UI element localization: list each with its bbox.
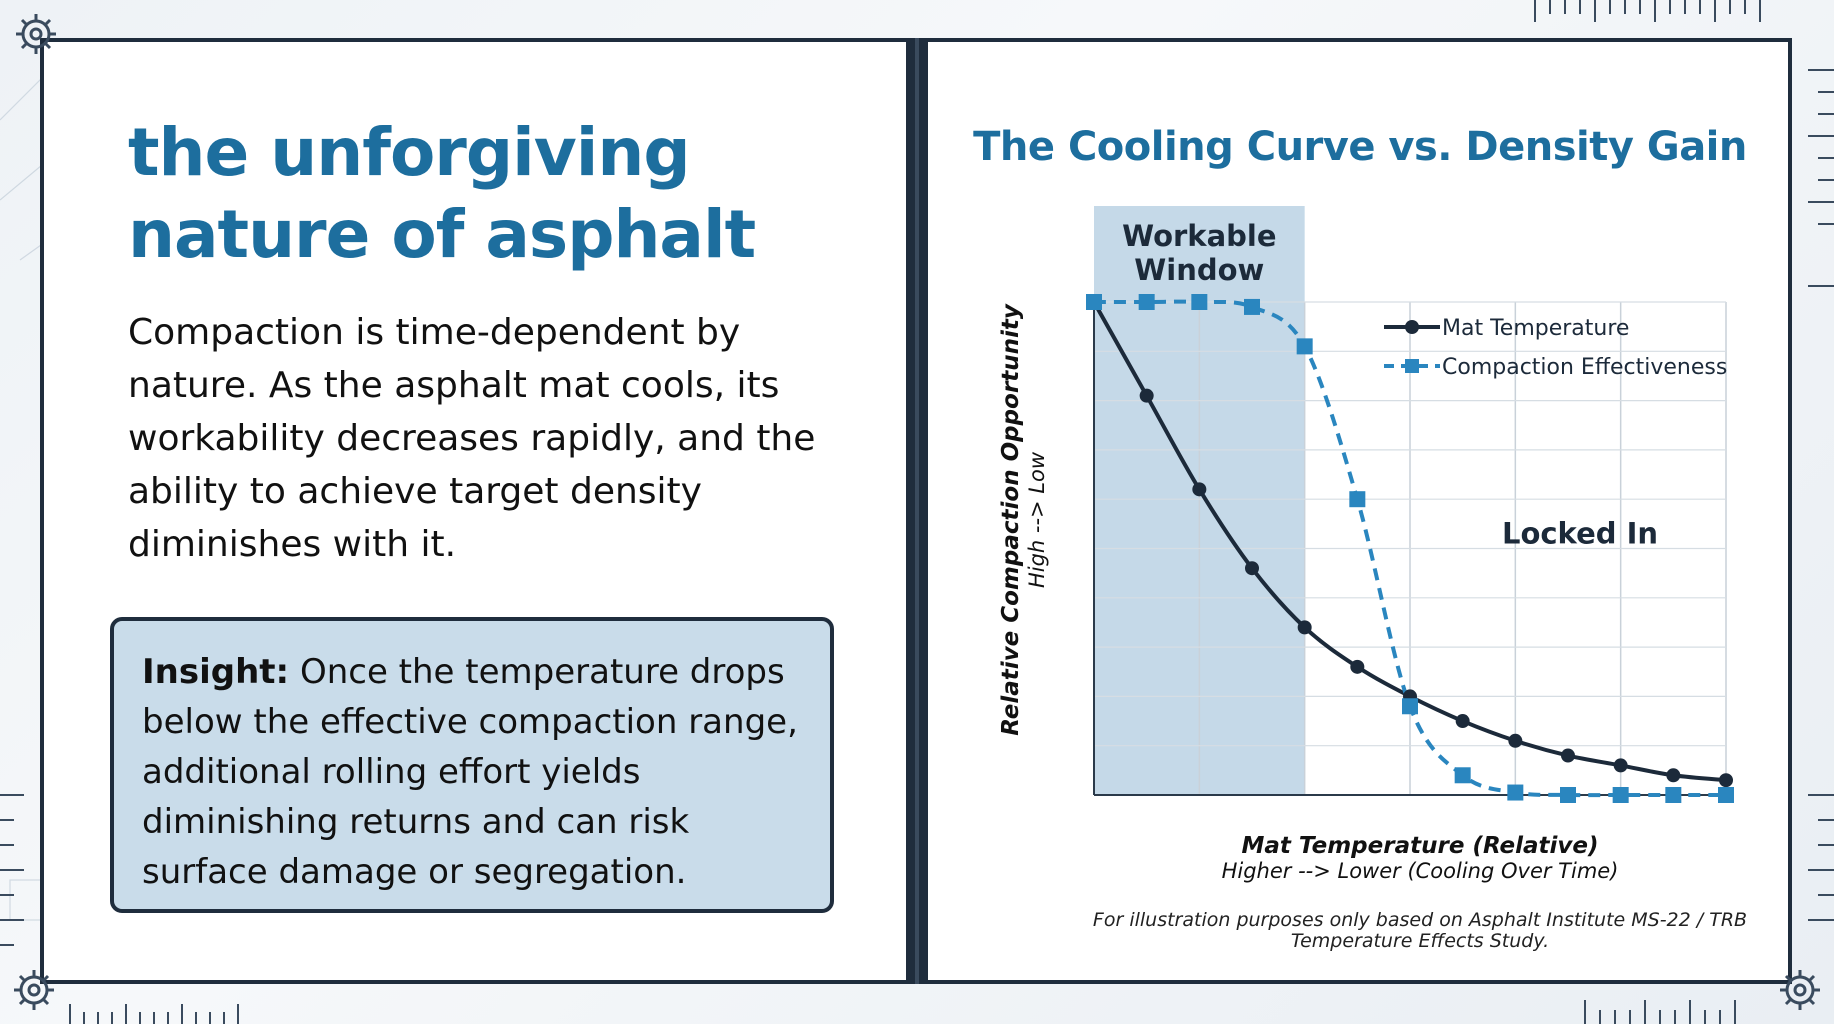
locked-in-label: Locked In bbox=[1502, 517, 1658, 551]
workable-window-label-line2: Window bbox=[1134, 253, 1264, 287]
data-point-compaction-effectiveness bbox=[1244, 298, 1260, 315]
data-point-compaction-effectiveness bbox=[1138, 294, 1155, 310]
data-point-mat-temperature bbox=[1561, 748, 1575, 763]
data-point-mat-temperature bbox=[1297, 620, 1312, 635]
data-point-mat-temperature bbox=[1245, 561, 1259, 576]
title-line-2: nature of asphalt bbox=[128, 196, 756, 273]
insight-label: Insight: bbox=[142, 652, 290, 692]
workable-window-label-line1: Workable bbox=[1122, 219, 1276, 253]
data-point-compaction-effectiveness bbox=[1402, 698, 1418, 715]
data-point-compaction-effectiveness bbox=[1296, 338, 1313, 355]
x-axis-sublabel: Higher --> Lower (Cooling Over Time) bbox=[1222, 859, 1619, 883]
x-axis-label: Mat Temperature (Relative) bbox=[1241, 833, 1598, 859]
gear-icon bbox=[14, 970, 54, 1010]
series-line-compaction-effectiveness bbox=[1094, 299, 1726, 798]
legend-marker-circle bbox=[1405, 320, 1419, 334]
data-point-compaction-effectiveness bbox=[1612, 787, 1629, 803]
title-line-1: the unforgiving bbox=[128, 114, 691, 191]
chart-title: The Cooling Curve vs. Density Gain bbox=[973, 124, 1747, 170]
caption-line-2: Temperature Effects Study. bbox=[1290, 930, 1550, 952]
gear-icon bbox=[1780, 970, 1820, 1010]
data-point-compaction-effectiveness bbox=[1349, 491, 1366, 508]
data-point-mat-temperature bbox=[1350, 659, 1365, 674]
y-axis-sublabel: High --> Low bbox=[1025, 451, 1049, 588]
insight-body: Once the temperature drops below the eff… bbox=[142, 652, 798, 892]
data-point-mat-temperature bbox=[1719, 773, 1733, 788]
data-point-compaction-effectiveness bbox=[1665, 787, 1682, 803]
data-point-compaction-effectiveness bbox=[1191, 294, 1208, 310]
panel-divider bbox=[906, 38, 928, 984]
data-point-mat-temperature bbox=[1666, 768, 1681, 783]
data-point-compaction-effectiveness bbox=[1454, 767, 1471, 784]
data-point-mat-temperature bbox=[1455, 714, 1470, 729]
insight-text-block: Insight: Once the temperature drops belo… bbox=[142, 647, 804, 897]
data-point-mat-temperature bbox=[1192, 482, 1207, 497]
data-point-compaction-effectiveness bbox=[1718, 787, 1734, 803]
gear-icon bbox=[16, 14, 56, 54]
legend-label-compaction-effectiveness: Compaction Effectiveness bbox=[1442, 355, 1727, 380]
page-title: the unforgiving nature of asphalt bbox=[128, 112, 848, 276]
data-point-compaction-effectiveness bbox=[1507, 784, 1524, 801]
insight-callout: Insight: Once the temperature drops belo… bbox=[110, 617, 834, 913]
data-point-compaction-effectiveness bbox=[1086, 294, 1102, 310]
legend-label-mat-temperature: Mat Temperature bbox=[1442, 316, 1629, 341]
body-paragraph: Compaction is time-dependent by nature. … bbox=[128, 312, 816, 565]
y-axis-label: Relative Compaction Opportunity bbox=[998, 303, 1024, 736]
data-point-mat-temperature bbox=[1139, 388, 1154, 403]
legend-marker-square bbox=[1405, 359, 1419, 373]
data-point-mat-temperature bbox=[1508, 733, 1523, 748]
data-point-mat-temperature bbox=[1613, 758, 1628, 773]
source-caption: For illustration purposes only based on … bbox=[1080, 910, 1760, 952]
caption-line-1: For illustration purposes only based on … bbox=[1092, 909, 1748, 931]
chart-legend: Mat Temperature Compaction Effectiveness bbox=[1384, 316, 1727, 380]
data-point-compaction-effectiveness bbox=[1560, 787, 1576, 803]
series-points-compaction-effectiveness bbox=[1086, 294, 1734, 803]
